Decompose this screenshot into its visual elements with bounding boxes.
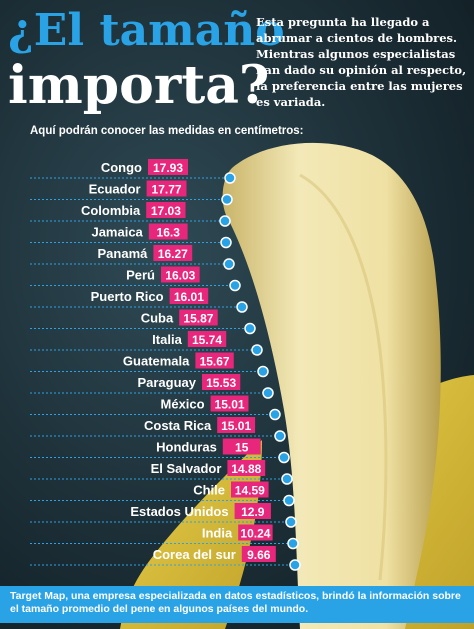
data-point [229, 279, 241, 292]
value-bar [210, 395, 249, 412]
category-label: Perú [126, 268, 155, 283]
data-point [269, 408, 281, 421]
value-bar [148, 223, 188, 240]
data-point [220, 236, 232, 249]
data-point [274, 430, 286, 442]
value-label: 15 [235, 441, 249, 455]
data-point [287, 537, 299, 550]
category-label: Corea del sur [153, 547, 236, 562]
category-label: Colombia [81, 203, 141, 218]
category-label: Italia [152, 332, 182, 347]
category-label: Puerto Rico [91, 289, 164, 304]
value-label: 15.74 [192, 333, 222, 347]
value-label: 16.01 [174, 290, 204, 304]
category-label: Chile [193, 483, 225, 498]
value-bar [153, 245, 193, 261]
value-label: 15.53 [206, 376, 236, 390]
data-point [257, 365, 269, 378]
value-label: 16.03 [165, 269, 195, 283]
data-point [281, 473, 293, 485]
category-label: Estados Unidos [130, 504, 228, 519]
category-label: Panamá [98, 246, 149, 261]
value-label: 15.67 [200, 355, 230, 369]
chart-subtitle: Aquí podrán conocer las medidas en centí… [30, 125, 304, 137]
value-bar [148, 159, 188, 175]
data-point [289, 559, 301, 571]
category-label: Guatemala [123, 354, 190, 369]
value-bar [217, 417, 256, 433]
value-label: 14.88 [231, 462, 261, 476]
category-label: Honduras [156, 440, 217, 455]
data-point [283, 494, 295, 507]
value-bar [238, 524, 273, 541]
value-label: 15.01 [215, 398, 245, 412]
value-label: 12.9 [241, 505, 265, 519]
value-label: 14.59 [235, 484, 265, 498]
category-label: Jamaica [91, 225, 143, 240]
data-point [224, 172, 236, 184]
value-label: 16.3 [157, 226, 181, 240]
data-point [221, 193, 233, 206]
banana-illustration [120, 142, 474, 629]
value-bar [169, 288, 209, 304]
data-point [285, 516, 297, 528]
value-bar [202, 374, 241, 390]
category-label: El Salvador [151, 461, 222, 476]
category-label: Costa Rica [144, 418, 212, 433]
value-bar [234, 503, 271, 519]
category-label: Congo [101, 160, 142, 175]
banana-peel-left [120, 440, 262, 629]
data-point [236, 301, 248, 313]
value-bar [161, 266, 200, 283]
value-bar [222, 438, 261, 455]
value-label: 10.24 [240, 527, 270, 541]
value-bar [146, 202, 186, 218]
value-label: 15.01 [221, 419, 251, 433]
category-label: Ecuador [89, 182, 141, 197]
value-label: 15.87 [183, 312, 213, 326]
value-bar [227, 460, 266, 476]
value-bar [231, 481, 269, 498]
value-label: 9.66 [247, 548, 271, 562]
data-point [244, 322, 256, 335]
banana-ridge [299, 173, 388, 581]
chart-marks: Congo 17.93 Ecuador 17.77 Colombia 17.03 Jamai… [30, 159, 301, 571]
value-label: 17.03 [151, 204, 181, 218]
value-label: 17.77 [152, 183, 182, 197]
data-point [278, 451, 290, 464]
value-label: 16.27 [158, 247, 188, 261]
category-label: México [161, 397, 205, 412]
title-line-1: ¿El tamaño [8, 5, 285, 56]
category-label: Paraguay [137, 375, 196, 390]
value-bar [195, 352, 234, 369]
category-label: India [202, 526, 233, 541]
category-label: Cuba [141, 311, 174, 326]
value-bar [146, 180, 187, 197]
value-bar [187, 331, 227, 347]
value-label: 17.93 [153, 161, 183, 175]
data-point [262, 387, 274, 399]
value-bar [241, 546, 276, 562]
footer-text: Target Map, una empresa especializada en… [10, 590, 461, 615]
data-point [251, 344, 263, 356]
intro-text: Esta pregunta ha llegado a abrumar a cie… [256, 15, 467, 109]
title-line-2: importa? [8, 55, 270, 116]
footer-banner: Target Map, una empresa especializada en… [0, 586, 474, 623]
data-point [223, 258, 235, 270]
data-point [219, 215, 231, 227]
value-bar [179, 309, 218, 326]
